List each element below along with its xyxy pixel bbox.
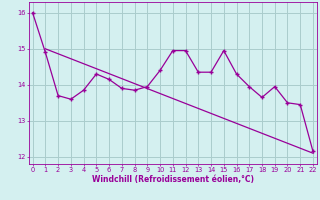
X-axis label: Windchill (Refroidissement éolien,°C): Windchill (Refroidissement éolien,°C) (92, 175, 254, 184)
